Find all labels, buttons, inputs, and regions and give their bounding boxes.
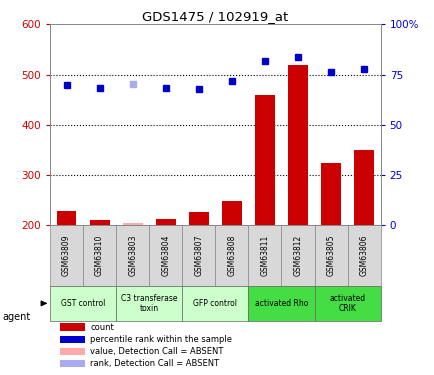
Bar: [50, 286, 116, 321]
Bar: [314, 286, 380, 321]
Bar: [281, 225, 314, 286]
Text: agent: agent: [2, 312, 30, 322]
Text: GSM63811: GSM63811: [260, 235, 269, 276]
Bar: [353, 150, 373, 225]
Bar: [89, 220, 109, 225]
Text: rank, Detection Call = ABSENT: rank, Detection Call = ABSENT: [90, 359, 219, 368]
Bar: [248, 225, 281, 286]
Bar: [116, 286, 182, 321]
Title: GDS1475 / 102919_at: GDS1475 / 102919_at: [142, 10, 288, 23]
Text: GSM63809: GSM63809: [62, 235, 71, 276]
Bar: [254, 95, 274, 225]
Text: activated
CRIK: activated CRIK: [329, 294, 365, 313]
Bar: [60, 360, 85, 367]
Bar: [60, 336, 85, 343]
Bar: [182, 225, 215, 286]
Text: GSM63812: GSM63812: [293, 235, 302, 276]
Bar: [314, 225, 347, 286]
Text: GSM63810: GSM63810: [95, 235, 104, 276]
Text: GSM63808: GSM63808: [227, 235, 236, 276]
Text: GSM63805: GSM63805: [326, 235, 335, 276]
Bar: [149, 225, 182, 286]
Text: GST control: GST control: [61, 299, 105, 308]
Text: GSM63803: GSM63803: [128, 235, 137, 276]
Bar: [221, 201, 241, 225]
Text: percentile rank within the sample: percentile rank within the sample: [90, 334, 231, 344]
Text: GSM63806: GSM63806: [359, 235, 368, 276]
Text: count: count: [90, 322, 114, 332]
Bar: [122, 223, 142, 225]
Bar: [215, 225, 248, 286]
Bar: [248, 286, 314, 321]
Bar: [155, 219, 175, 225]
Bar: [188, 212, 208, 225]
Bar: [287, 64, 307, 225]
Bar: [182, 286, 248, 321]
Bar: [347, 225, 380, 286]
Text: C3 transferase
toxin: C3 transferase toxin: [121, 294, 177, 313]
Text: value, Detection Call = ABSENT: value, Detection Call = ABSENT: [90, 346, 223, 355]
Bar: [50, 225, 83, 286]
Text: GSM63807: GSM63807: [194, 235, 203, 276]
Bar: [60, 324, 85, 330]
Bar: [116, 225, 149, 286]
Bar: [320, 163, 340, 225]
Bar: [56, 211, 76, 225]
Text: GSM63804: GSM63804: [161, 235, 170, 276]
Text: GFP control: GFP control: [193, 299, 237, 308]
Text: activated Rho: activated Rho: [254, 299, 307, 308]
Bar: [60, 348, 85, 355]
Bar: [83, 225, 116, 286]
